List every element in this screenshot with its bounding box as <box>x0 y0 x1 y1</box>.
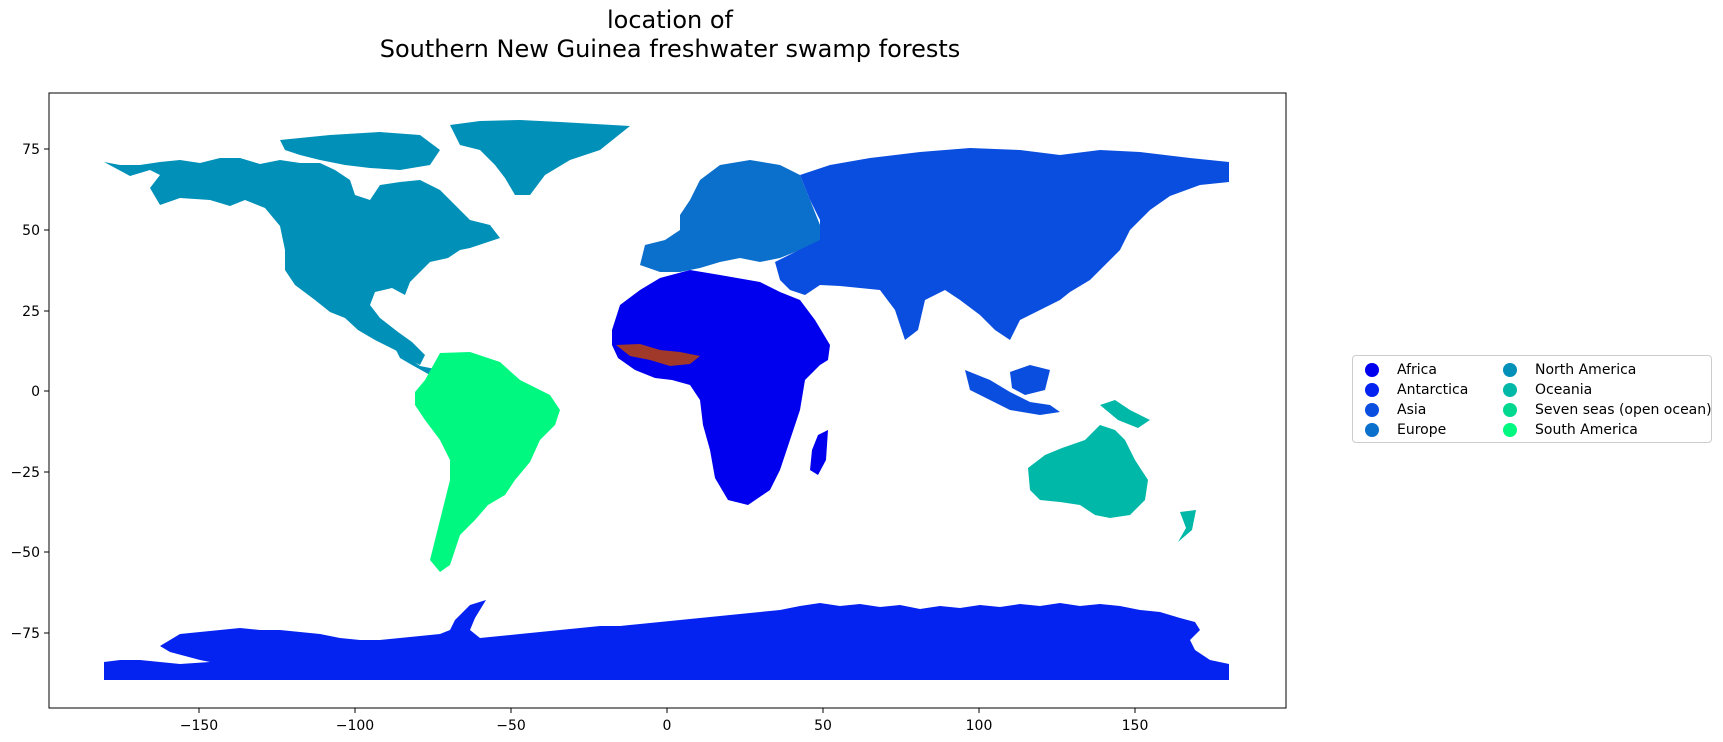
y-tick-label: 75 <box>22 142 40 158</box>
legend: Africa Antarctica Asia Europe North Amer… <box>1352 355 1712 443</box>
continent-europe <box>640 160 830 272</box>
legend-marker <box>1503 403 1517 417</box>
y-tick-label: 25 <box>22 304 40 320</box>
y-tick-label: −50 <box>10 545 40 561</box>
borneo <box>1010 365 1050 395</box>
highlighted-region <box>616 344 700 366</box>
greenland <box>450 120 630 195</box>
legend-label: North America <box>1535 362 1637 378</box>
legend-label: Asia <box>1397 402 1427 418</box>
y-axis: 75 50 25 0 −25 −50 −75 <box>10 142 49 642</box>
legend-marker <box>1503 363 1517 377</box>
legend-marker <box>1503 423 1517 437</box>
new-guinea <box>1100 400 1150 428</box>
southeast-asia-islands <box>965 370 1060 415</box>
y-tick-label: 50 <box>22 223 40 239</box>
continent-north-america <box>104 158 500 365</box>
legend-label: Seven seas (open ocean) <box>1535 402 1712 418</box>
new-zealand <box>1178 510 1196 542</box>
continent-south-america <box>415 352 560 572</box>
madagascar <box>810 430 828 475</box>
y-tick-label: −25 <box>10 465 40 481</box>
map-title: location of Southern New Guinea freshwat… <box>0 6 1340 64</box>
legend-marker <box>1365 423 1379 437</box>
arctic-islands <box>280 132 440 170</box>
legend-marker <box>1365 363 1379 377</box>
legend-label: Oceania <box>1535 382 1593 398</box>
continent-africa <box>612 270 830 505</box>
legend-marker <box>1365 403 1379 417</box>
x-tick-label: 100 <box>966 718 993 734</box>
x-axis: −150 −100 −50 0 50 100 150 <box>180 708 1149 734</box>
legend-marker <box>1503 383 1517 397</box>
title-line-1: location of <box>607 6 733 34</box>
y-tick-label: 0 <box>31 384 40 400</box>
legend-label: Africa <box>1397 362 1437 378</box>
y-tick-label: −75 <box>10 626 40 642</box>
x-tick-label: 50 <box>814 718 832 734</box>
legend-label: South America <box>1535 422 1638 438</box>
legend-marker <box>1365 383 1379 397</box>
continent-asia <box>775 148 1229 340</box>
x-tick-label: −150 <box>180 718 218 734</box>
japan <box>1085 218 1120 270</box>
continent-oceania <box>1028 425 1148 518</box>
x-tick-label: 150 <box>1122 718 1149 734</box>
x-tick-label: −100 <box>336 718 374 734</box>
legend-label: Antarctica <box>1397 382 1469 398</box>
continent-antarctica <box>104 600 1229 680</box>
title-line-2: Southern New Guinea freshwater swamp for… <box>379 35 961 63</box>
x-tick-label: 0 <box>663 718 672 734</box>
legend-label: Europe <box>1397 422 1447 438</box>
x-tick-label: −50 <box>496 718 526 734</box>
